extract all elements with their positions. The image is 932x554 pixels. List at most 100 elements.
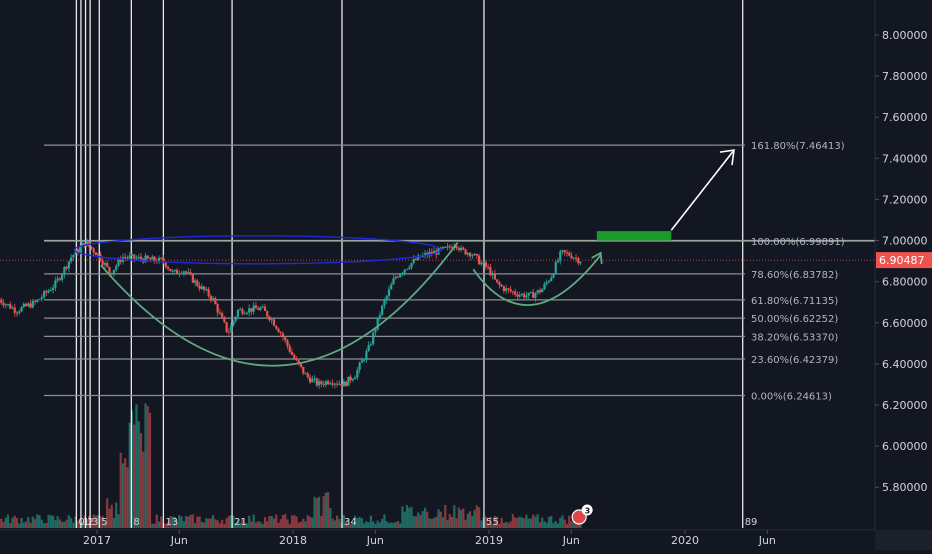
candle-body bbox=[521, 294, 523, 295]
volume-bar bbox=[201, 522, 203, 528]
time-tick-label: Jun bbox=[170, 534, 188, 547]
candle-body bbox=[568, 253, 570, 256]
volume-bar bbox=[183, 521, 185, 528]
candle-body bbox=[528, 293, 530, 296]
time-tick-label: 2020 bbox=[671, 534, 699, 547]
candle-body bbox=[61, 275, 63, 280]
candle-body bbox=[295, 359, 297, 360]
candle-body bbox=[41, 297, 43, 299]
volume-bar bbox=[537, 514, 539, 528]
volume-bar bbox=[149, 413, 151, 528]
candle-body bbox=[345, 382, 347, 386]
volume-bar bbox=[390, 522, 392, 528]
volume-bar bbox=[440, 512, 442, 528]
price-axis[interactable]: 8.000007.800007.600007.400007.200007.000… bbox=[875, 0, 932, 550]
volume-bar bbox=[293, 515, 295, 528]
candle-body bbox=[208, 289, 210, 296]
volume-bar bbox=[271, 516, 273, 528]
candle-body bbox=[291, 352, 293, 355]
volume-bar bbox=[210, 519, 212, 528]
candle-body bbox=[462, 248, 464, 250]
volume-bar bbox=[422, 511, 424, 528]
volume-bar bbox=[372, 521, 374, 528]
candle-body bbox=[183, 271, 185, 273]
volume-bar bbox=[259, 522, 261, 528]
candle-body bbox=[546, 282, 548, 284]
volume-bar bbox=[370, 516, 372, 528]
volume-bar bbox=[142, 452, 144, 528]
candle-body bbox=[171, 271, 173, 272]
volume-bar bbox=[386, 521, 388, 528]
candle-body bbox=[496, 279, 498, 282]
volume-bar bbox=[140, 433, 142, 528]
candle-body bbox=[374, 330, 376, 333]
candle-body bbox=[72, 255, 74, 258]
candle-body bbox=[189, 272, 191, 274]
target-box-drawing[interactable] bbox=[597, 231, 671, 240]
fib-level-label: 61.80%(6.71135) bbox=[751, 296, 838, 307]
volume-bar bbox=[433, 518, 435, 528]
volume-bar bbox=[478, 507, 480, 528]
candle-body bbox=[365, 351, 367, 360]
price-tick-label: 7.80000 bbox=[882, 70, 928, 83]
volume-bar bbox=[108, 509, 110, 528]
volume-bar bbox=[23, 523, 25, 528]
volume-bar bbox=[158, 522, 160, 528]
volume-bar bbox=[514, 517, 516, 528]
volume-bar bbox=[395, 522, 397, 528]
volume-bar bbox=[282, 515, 284, 528]
volume-bar bbox=[419, 515, 421, 528]
candle-body bbox=[79, 246, 81, 252]
volume-bar bbox=[534, 517, 536, 528]
fib-level-label: 0.00%(6.24613) bbox=[751, 392, 832, 403]
candle-body bbox=[354, 377, 356, 379]
candle-body bbox=[501, 285, 503, 286]
candle-body bbox=[217, 304, 219, 312]
candle-body bbox=[388, 289, 390, 296]
candle-body bbox=[138, 257, 140, 258]
volume-bar bbox=[120, 453, 122, 528]
candle-body bbox=[503, 286, 505, 291]
time-tick-label: Jun bbox=[562, 534, 580, 547]
candle-body bbox=[174, 270, 176, 271]
candle-body bbox=[379, 315, 381, 318]
volume-bar bbox=[61, 522, 63, 528]
candle-body bbox=[334, 384, 336, 385]
candle-body bbox=[95, 252, 97, 255]
volume-bar bbox=[539, 522, 541, 528]
candle-body bbox=[126, 258, 128, 259]
candle-body bbox=[273, 319, 275, 325]
volume-bar bbox=[262, 524, 264, 528]
candle-body bbox=[320, 381, 322, 384]
volume-bar bbox=[7, 515, 9, 528]
volume-bar bbox=[415, 516, 417, 528]
candle-body bbox=[510, 289, 512, 291]
fib-time-zone-label: 55 bbox=[486, 517, 499, 528]
volume-bar bbox=[444, 505, 446, 528]
candle-body bbox=[341, 384, 343, 387]
volume-bar bbox=[532, 515, 534, 528]
candle-body bbox=[464, 249, 466, 254]
volume-bar bbox=[185, 516, 187, 528]
volume-bar bbox=[203, 523, 205, 528]
volume-bar bbox=[253, 515, 255, 528]
candle-body bbox=[541, 289, 543, 292]
volume-bar bbox=[113, 518, 115, 528]
volume-bar bbox=[435, 517, 437, 528]
candle-body bbox=[566, 252, 568, 253]
candle-body bbox=[221, 313, 223, 317]
candle-body bbox=[449, 246, 451, 247]
candle-body bbox=[57, 278, 59, 280]
candle-body bbox=[370, 344, 372, 345]
volume-bar bbox=[284, 514, 286, 528]
volume-bar bbox=[464, 520, 466, 528]
candle-body bbox=[300, 364, 302, 367]
candle-body bbox=[519, 295, 521, 297]
candle-body bbox=[446, 246, 448, 247]
volume-bar bbox=[428, 518, 430, 528]
volume-bar bbox=[20, 518, 22, 528]
volume-bar bbox=[14, 516, 16, 528]
